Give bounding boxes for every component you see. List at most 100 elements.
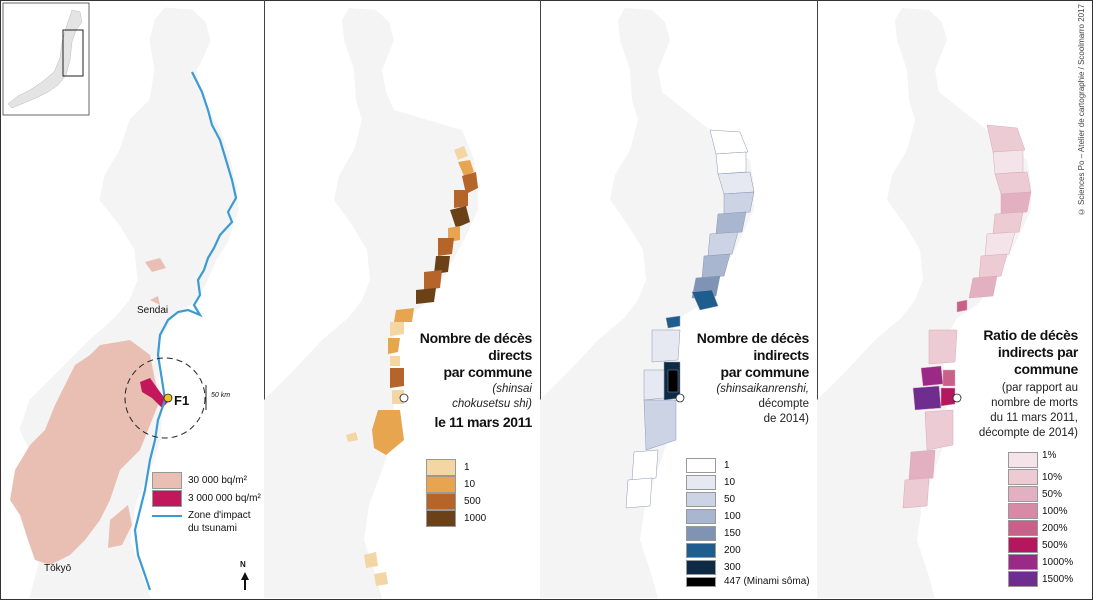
municipality [942,369,956,387]
municipality [994,171,1032,195]
municipality [372,410,404,455]
panel-indirect-ratio: Ratio de décès indirects par commune (pa… [817,0,1092,598]
legend-label: 1500% [1042,573,1074,585]
subtitle-line: nombre de morts [991,397,1078,409]
municipality [454,146,468,160]
municipality [416,288,436,304]
legend-swatch [426,493,456,510]
municipality [992,149,1024,175]
tohoku-map-1 [2,2,249,598]
legend-item: 1 [426,459,470,476]
subtitle-line: (par rapport au [1001,382,1078,394]
municipality [434,256,450,274]
legend-item-3000000: 3 000 000 bq/m² [152,490,261,507]
municipality [388,338,400,354]
subtitle-indirect-deaths: (shinsaikanrenshi, décompte de 2014) [716,382,809,427]
municipality [462,172,478,194]
inset-japan [7,9,83,109]
legend-swatch [686,475,716,490]
legend-swatch [686,492,716,507]
legend-swatch [1008,520,1038,536]
contamination-zone-patch [145,258,166,272]
label-f1: F1 [174,393,190,408]
legend-label-tsunami-2: du tsunami [188,523,237,534]
municipality [978,253,1008,279]
contamination-zone-patch [150,296,160,305]
legend-label: 300 [724,562,741,573]
municipality [643,369,665,401]
legend-item: 447 (Minami sôma) [686,576,810,587]
legend-swatch [1008,452,1038,468]
municipality [364,552,378,568]
title-direct-deaths: Nombre de décès directs par commune [420,330,533,381]
title-line: indirects [753,347,809,363]
tohoku-map-3 [540,8,755,598]
title-line: par commune [443,364,533,380]
legend-swatch [686,509,716,524]
municipality [715,211,747,235]
legend-item-30000: 30 000 bq/m² [152,472,247,489]
legend-swatch [1008,571,1038,587]
contamination-zone-south [108,505,132,548]
legend-item: 1000 [426,510,486,527]
municipalities-ratio [902,124,1032,509]
legend-swatch [686,526,716,541]
legend-label: 1 [724,460,730,471]
reactor-icon [163,393,173,403]
panel-contamination-tsunami: Sendai Tōkyō F1 50 km N 30 000 bq/m² 3 0… [0,0,265,598]
title-line: Nombre de décès [696,330,810,346]
legend-label: 100 [724,511,741,522]
legend-item: 100% [1008,503,1068,519]
municipality [424,270,442,290]
legend-item: 500 [426,493,481,510]
legend-label: 200 [724,545,741,556]
municipality [908,449,936,481]
legend-item: 1000% [1008,554,1073,570]
municipalities-indirect [625,129,755,509]
high-contamination-zone [140,378,168,408]
reactor-icon [675,393,685,403]
legend-label: 50 [724,494,736,505]
legend-item: 50% [1008,486,1062,502]
legend-swatch [426,510,456,527]
legend-label: 1000 [464,513,487,524]
legend-item: 1500% [1008,571,1073,587]
legend-item: 10% [1008,469,1062,485]
label-radius: 50 km [211,392,231,399]
municipality [928,329,958,365]
municipality [450,206,470,228]
municipality [940,387,956,407]
municipality [902,477,930,509]
exclusion-circle [124,357,206,439]
municipality [374,572,388,586]
municipality [631,449,659,481]
legend-label: 200% [1042,522,1068,534]
title-line: par commune [720,364,810,380]
legend-swatch [1008,503,1038,519]
legend-swatch [1008,486,1038,502]
municipality [717,171,755,195]
municipality [667,369,679,393]
legend-swatch [426,459,456,476]
municipality [390,368,404,388]
municipality [438,238,454,256]
legend-swatch [1008,537,1038,553]
panel-direct-deaths: Nombre de décès directs par commune (shi… [264,0,541,598]
subtitle-line: (shinsaikanrenshi, [716,383,809,395]
tohoku-map-4 [817,8,1032,598]
municipality [924,409,954,451]
title-line: directs [488,347,532,363]
municipality [346,432,358,442]
legend-label: 10 [464,479,476,490]
subtitle-line: (shinsai [492,383,532,395]
municipality [920,365,944,387]
label-tokyo: Tōkyō [44,563,72,574]
legend-item: 200% [1008,520,1068,536]
legend-swatch [1008,554,1038,570]
subtitle-line: décompte de 2014) [978,427,1078,439]
legend-label: 3 000 000 bq/m² [188,493,261,504]
legend-tsunami-line [152,514,182,517]
municipality [665,315,681,329]
municipality [701,253,731,279]
label-north: N [240,560,246,569]
